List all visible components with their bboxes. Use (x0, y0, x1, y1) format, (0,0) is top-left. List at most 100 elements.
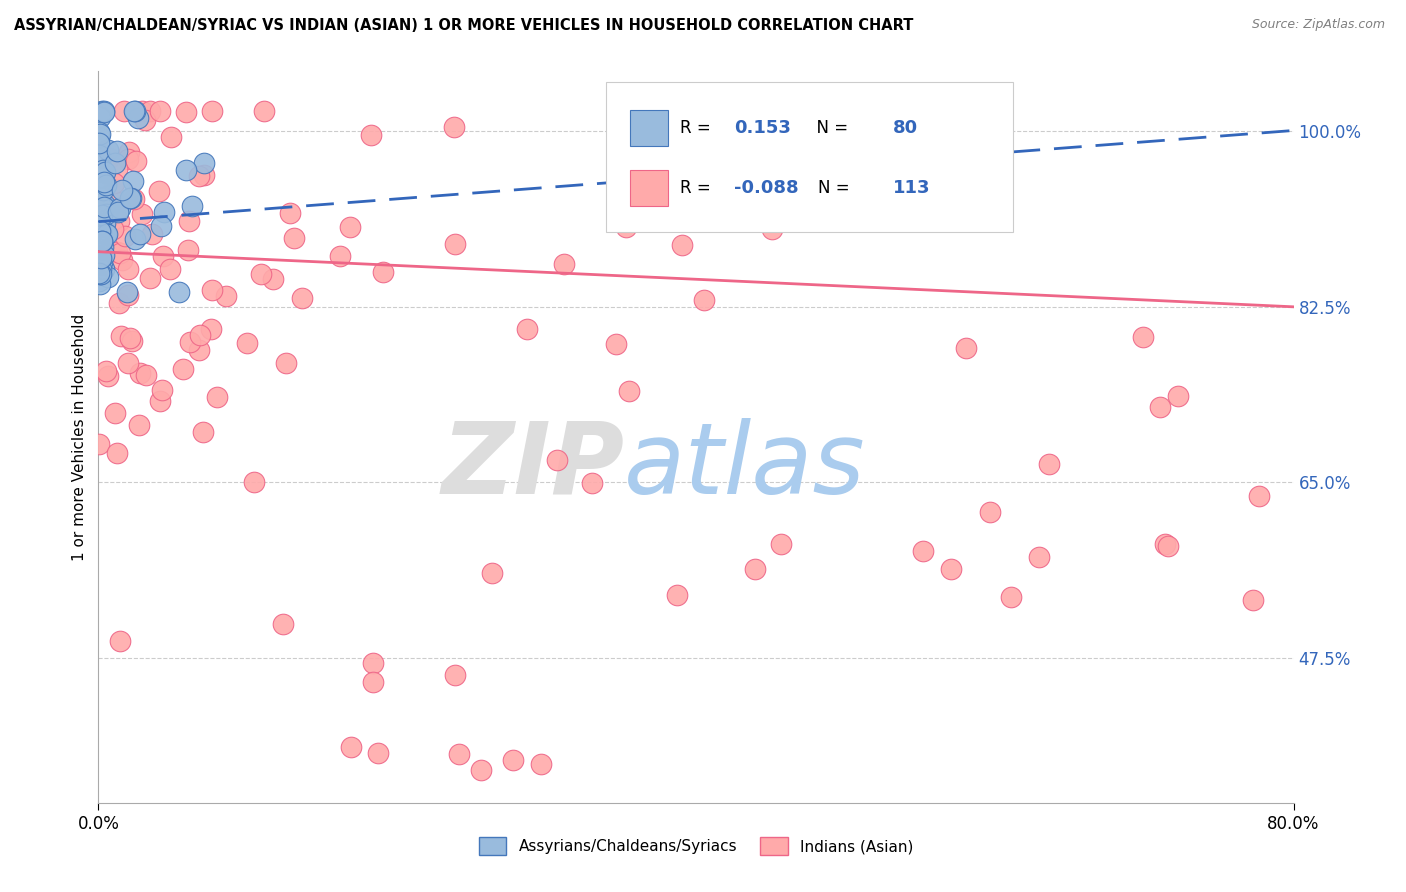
Point (619, 384, 641, 398)
Point (89, 111, 111, 125)
Point (278, 206, 301, 220)
Point (89, 182, 111, 196)
Legend: Assyrians/Chaldeans/Syriacs, Indians (Asian): Assyrians/Chaldeans/Syriacs, Indians (As… (472, 831, 920, 861)
FancyBboxPatch shape (630, 170, 668, 206)
Point (90, 251, 112, 265)
Point (1249, 489, 1271, 503)
Point (108, 633, 131, 648)
Point (744, 562, 766, 576)
Text: N =: N = (806, 119, 853, 136)
FancyBboxPatch shape (630, 110, 668, 145)
Point (93, 261, 115, 276)
Point (262, 272, 284, 286)
Point (149, 393, 172, 408)
Point (89, 224, 111, 238)
Point (97, 269, 120, 284)
Point (205, 390, 228, 404)
Point (201, 283, 224, 297)
Point (118, 145, 141, 159)
Point (236, 336, 259, 351)
Point (89, 229, 111, 244)
Point (127, 112, 149, 126)
Point (666, 588, 689, 602)
Point (89, 127, 111, 141)
Point (93, 104, 115, 119)
Point (93, 175, 115, 189)
Point (167, 285, 190, 299)
Point (117, 152, 139, 166)
Point (188, 328, 211, 343)
Point (93, 105, 115, 120)
Point (105, 161, 128, 176)
Point (193, 168, 215, 182)
Point (94, 198, 117, 212)
Point (91, 208, 114, 222)
Point (1132, 330, 1154, 344)
Point (150, 219, 173, 233)
Point (581, 475, 603, 490)
Point (179, 334, 201, 349)
Point (87, 130, 110, 145)
Point (90, 184, 112, 198)
Point (117, 356, 139, 370)
Point (96, 227, 118, 241)
Point (614, 219, 637, 234)
Point (125, 153, 148, 168)
Point (271, 616, 294, 631)
Point (1038, 457, 1060, 471)
Point (87, 179, 110, 194)
Point (89, 257, 111, 271)
Point (363, 656, 385, 670)
Text: N =: N = (818, 179, 855, 197)
Point (87, 125, 110, 139)
Point (121, 334, 143, 349)
Point (150, 383, 173, 397)
Point (107, 445, 129, 459)
Point (141, 227, 163, 242)
Point (188, 169, 211, 184)
Point (97, 143, 120, 157)
Point (98, 151, 121, 165)
Point (502, 753, 524, 767)
Point (103, 222, 125, 236)
Point (124, 231, 146, 245)
Text: 80: 80 (893, 119, 918, 136)
Point (120, 191, 142, 205)
Point (90, 234, 112, 248)
Point (111, 253, 134, 268)
Point (87, 437, 110, 451)
Point (530, 757, 553, 772)
Point (105, 145, 128, 159)
Point (447, 747, 470, 761)
Point (200, 322, 222, 336)
Point (87, 148, 110, 162)
Point (97, 202, 120, 216)
Point (87, 136, 110, 150)
Point (339, 220, 361, 235)
Point (138, 104, 160, 119)
Point (91, 196, 114, 211)
Point (122, 104, 145, 119)
Point (1028, 549, 1050, 564)
Point (139, 271, 162, 285)
Point (979, 505, 1001, 519)
Point (444, 237, 467, 252)
Point (761, 222, 783, 236)
Point (128, 227, 150, 242)
Point (90, 225, 112, 239)
Point (188, 343, 211, 357)
Point (96, 364, 118, 378)
Point (89, 197, 111, 211)
Point (93, 179, 115, 194)
Point (340, 739, 363, 754)
Point (769, 537, 792, 551)
Point (89, 267, 111, 281)
Text: R =: R = (681, 119, 717, 136)
Point (692, 293, 714, 308)
Point (90, 250, 112, 264)
Point (90, 171, 112, 186)
Point (160, 129, 183, 144)
Point (129, 366, 152, 380)
Point (122, 173, 145, 187)
Y-axis label: 1 or more Vehicles in Household: 1 or more Vehicles in Household (72, 313, 87, 561)
